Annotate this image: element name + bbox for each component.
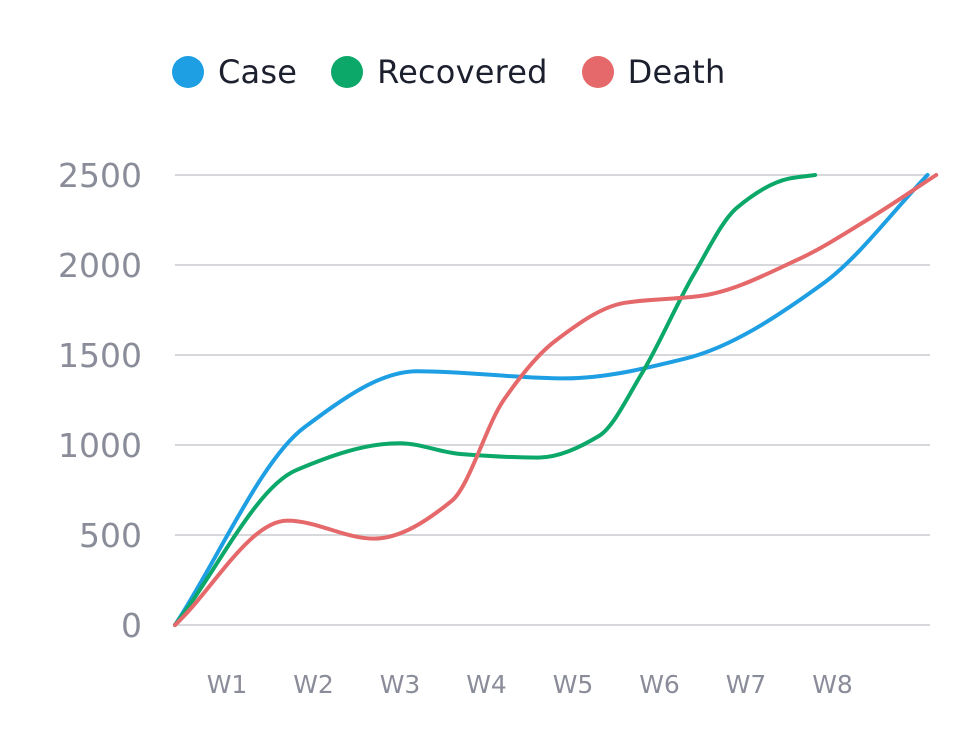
- legend: Case Recovered Death: [172, 48, 725, 96]
- x-tick-label: W1: [207, 670, 248, 699]
- y-tick-label: 2500: [58, 156, 142, 195]
- legend-label-death: Death: [627, 53, 726, 91]
- y-tick-label: 1000: [58, 426, 142, 465]
- legend-item-case[interactable]: Case: [172, 53, 297, 91]
- y-tick-label: 2000: [58, 246, 142, 285]
- x-tick-label: W4: [466, 670, 507, 699]
- series-line-recovered: [173, 173, 818, 627]
- y-tick-label: 500: [79, 516, 142, 555]
- x-tick-label: W8: [812, 670, 853, 699]
- x-tick-label: W7: [726, 670, 767, 699]
- legend-label-recovered: Recovered: [377, 53, 548, 91]
- y-tick-label: 1500: [58, 336, 142, 375]
- x-tick-label: W5: [553, 670, 594, 699]
- x-tick-label: W2: [293, 670, 334, 699]
- series-line-death: [173, 173, 939, 627]
- legend-swatch-case: [172, 56, 204, 88]
- legend-label-case: Case: [218, 53, 298, 91]
- series-line-case: [173, 173, 930, 627]
- x-tick-label: W3: [380, 670, 421, 699]
- x-tick-label: W6: [639, 670, 680, 699]
- legend-swatch-recovered: [331, 56, 364, 88]
- legend-swatch-death: [581, 56, 614, 88]
- legend-item-recovered[interactable]: Recovered: [331, 53, 548, 91]
- legend-item-death[interactable]: Death: [581, 53, 726, 91]
- y-tick-label: 0: [121, 606, 142, 645]
